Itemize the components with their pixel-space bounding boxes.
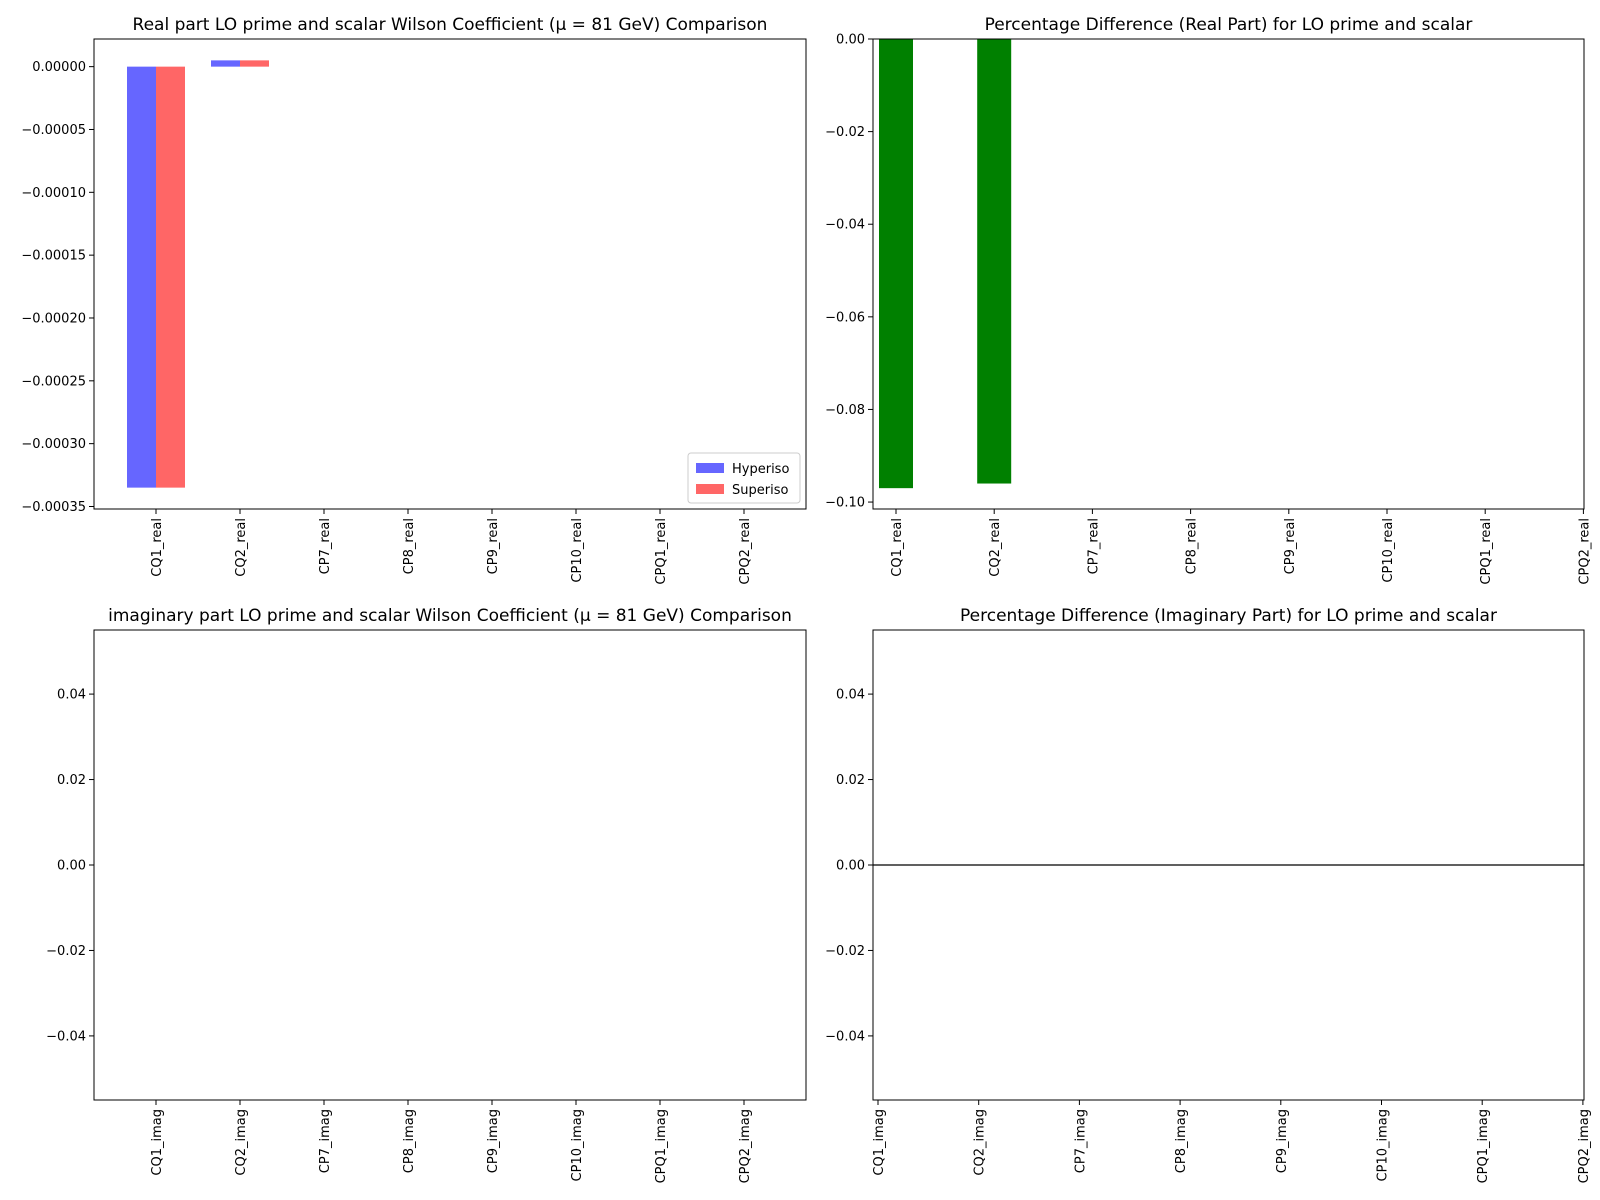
x-tick-label: CP10_imag	[570, 1109, 585, 1181]
x-tick-label: CPQ2_real	[738, 518, 753, 585]
y-tick-label: 0.00	[836, 859, 865, 874]
y-tick-label: −0.10	[825, 496, 865, 511]
y-tick-label: −0.08	[825, 403, 865, 418]
y-tick-label: −0.06	[825, 310, 865, 325]
x-tick-label: CQ1_real	[150, 518, 165, 577]
x-tick-label: CPQ2_imag	[738, 1109, 753, 1183]
x-tick-label: CP7_imag	[318, 1109, 333, 1173]
legend-swatch	[696, 463, 724, 473]
chart-panel-1: Real part LO prime and scalar Wilson Coe…	[21, 15, 807, 585]
bar-series2-CQ2_real	[240, 60, 269, 67]
x-tick-label: CP7_real	[1086, 518, 1101, 574]
x-tick-label: CP10_real	[1381, 518, 1396, 583]
legend-swatch	[696, 484, 724, 494]
y-tick-label: 0.04	[57, 688, 86, 703]
x-tick-label: CQ2_imag	[234, 1109, 249, 1176]
bar-series2-CQ1_real	[156, 66, 185, 488]
bar-series1-CQ1_real	[127, 66, 156, 488]
x-tick-label: CP8_imag	[402, 1109, 417, 1173]
axes-frame	[93, 38, 807, 510]
y-tick-label: 0.00000	[32, 60, 86, 75]
x-tick-label: CP8_imag	[1174, 1109, 1189, 1173]
bar-series1-CQ2_real	[211, 60, 240, 67]
x-tick-label: CP9_imag	[1275, 1109, 1290, 1173]
y-tick-label: −0.00005	[21, 123, 86, 138]
legend-label: Superiso	[732, 483, 788, 498]
chart-title: Percentage Difference (Real Part) for LO…	[985, 15, 1473, 35]
y-tick-label: −0.02	[825, 125, 865, 140]
x-tick-label: CPQ2_imag	[1577, 1109, 1592, 1183]
x-tick-label: CPQ1_imag	[1476, 1109, 1491, 1183]
x-tick-label: CPQ1_real	[654, 518, 669, 585]
chart-panel-3: imaginary part LO prime and scalar Wilso…	[46, 606, 807, 1183]
x-tick-label: CP10_real	[570, 518, 585, 583]
y-tick-label: −0.00015	[21, 249, 86, 264]
y-tick-label: −0.02	[46, 944, 86, 959]
y-tick-label: −0.00030	[21, 437, 86, 452]
chart-panel-4: Percentage Difference (Imaginary Part) f…	[825, 606, 1592, 1183]
y-tick-label: −0.04	[46, 1029, 86, 1044]
y-tick-label: 0.04	[836, 688, 865, 703]
x-tick-label: CP7_imag	[1073, 1109, 1088, 1173]
x-tick-label: CQ1_imag	[872, 1109, 887, 1176]
y-tick-label: −0.00020	[21, 311, 86, 326]
y-tick-label: −0.00010	[21, 186, 86, 201]
y-tick-label: −0.02	[825, 944, 865, 959]
legend: Hyperiso Superiso	[687, 452, 801, 504]
y-tick-label: −0.04	[825, 218, 865, 233]
x-tick-label: CP7_real	[318, 518, 333, 574]
x-tick-label: CQ2_imag	[973, 1109, 988, 1176]
bar-CQ1_real	[879, 39, 913, 489]
chart-title: imaginary part LO prime and scalar Wilso…	[108, 606, 792, 626]
x-tick-label: CPQ1_real	[1479, 518, 1494, 585]
x-tick-label: CP8_real	[1185, 518, 1200, 574]
y-tick-label: 0.00	[57, 859, 86, 874]
y-tick-label: −0.00035	[21, 500, 86, 515]
y-tick-label: −0.04	[825, 1029, 865, 1044]
y-tick-label: 0.02	[836, 773, 865, 788]
x-tick-label: CPQ2_real	[1577, 518, 1592, 585]
axes-frame	[872, 38, 1585, 510]
chart-panel-2: Percentage Difference (Real Part) for LO…	[825, 15, 1592, 585]
axes-frame	[93, 629, 807, 1101]
x-tick-label: CPQ1_imag	[654, 1109, 669, 1183]
y-tick-label: 0.00	[836, 33, 865, 48]
y-tick-label: −0.00025	[21, 374, 86, 389]
x-tick-label: CP9_real	[1283, 518, 1298, 574]
x-tick-label: CQ1_real	[890, 518, 905, 577]
chart-title: Real part LO prime and scalar Wilson Coe…	[133, 15, 768, 35]
legend-label: Hyperiso	[732, 462, 789, 477]
x-tick-label: CQ2_real	[234, 518, 249, 577]
x-tick-label: CP8_real	[402, 518, 417, 574]
x-tick-label: CP9_imag	[486, 1109, 501, 1173]
x-tick-label: CQ2_real	[988, 518, 1003, 577]
x-tick-label: CP9_real	[486, 518, 501, 574]
bar-CQ2_real	[977, 39, 1012, 484]
x-tick-label: CQ1_imag	[150, 1109, 165, 1176]
chart-title: Percentage Difference (Imaginary Part) f…	[960, 606, 1497, 626]
y-tick-label: 0.02	[57, 773, 86, 788]
x-tick-label: CP10_imag	[1376, 1109, 1391, 1181]
